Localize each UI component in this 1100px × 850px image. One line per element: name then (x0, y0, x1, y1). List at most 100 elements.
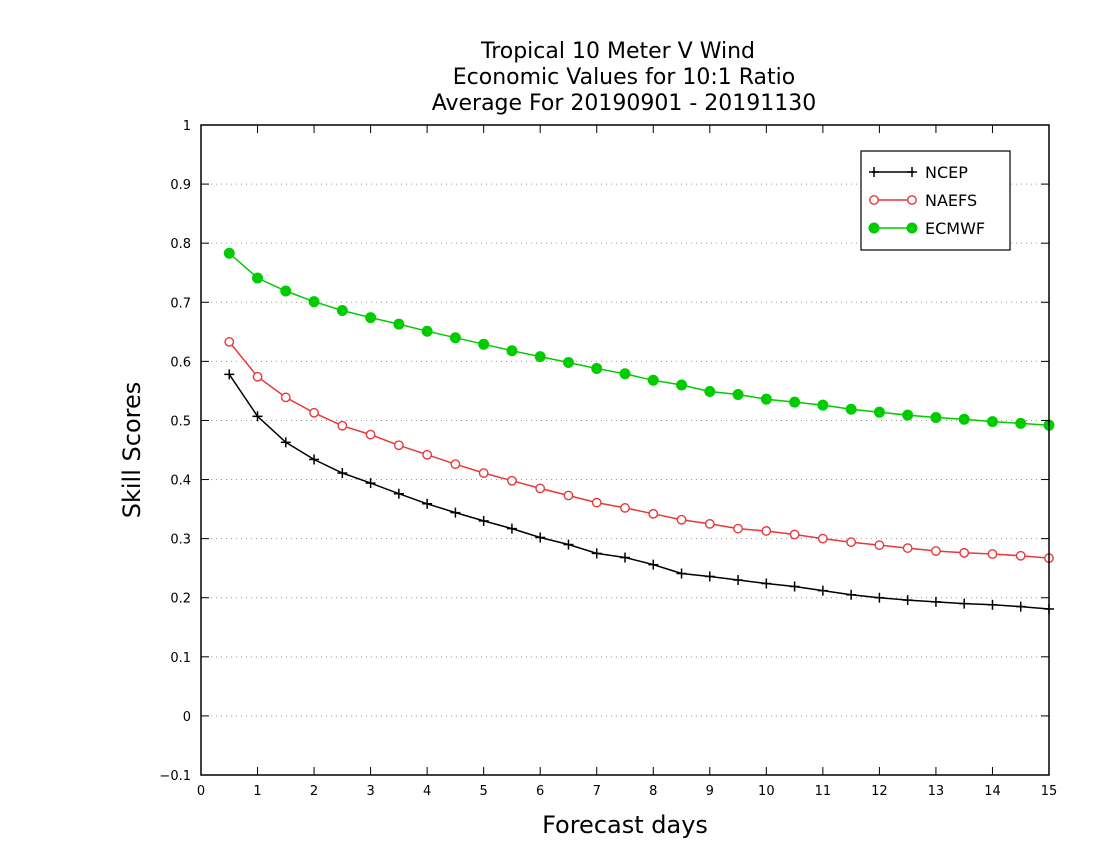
y-axis-label: Skill Scores (118, 382, 146, 519)
data-point-ncep (224, 369, 235, 380)
y-tick-label: 0.8 (170, 237, 191, 252)
x-tick-label: 0 (197, 784, 205, 799)
data-point-ecmwf (986, 416, 998, 428)
data-point-naefs (393, 440, 404, 451)
x-tick-label: 11 (815, 784, 832, 799)
x-tick-label: 7 (593, 784, 601, 799)
data-point-ncep (591, 548, 602, 559)
x-tick-label: 8 (649, 784, 657, 799)
data-point-naefs (224, 336, 235, 347)
y-tick-label: 0.1 (170, 651, 191, 666)
chart-title-line-2: Economic Values for 10:1 Ratio (453, 65, 795, 90)
data-point-ecmwf (845, 403, 857, 415)
series-naefs (224, 336, 1054, 564)
data-point-naefs (902, 543, 913, 553)
y-tick-label: 0 (183, 710, 191, 725)
data-point-naefs (535, 483, 546, 494)
data-point-ecmwf (591, 362, 603, 374)
data-point-naefs (591, 497, 602, 508)
data-point-naefs (478, 468, 489, 478)
data-point-ncep (676, 568, 687, 579)
x-tick-label: 15 (1041, 784, 1058, 799)
x-tick-label: 5 (480, 784, 488, 799)
x-tick-label: 12 (871, 784, 888, 799)
y-tick-label: −0.1 (159, 769, 191, 784)
legend-marker (907, 195, 917, 205)
chart-title-line-3: Average For 20190901 - 20191130 (432, 91, 817, 116)
data-point-ncep (309, 454, 320, 465)
data-point-ncep (478, 515, 489, 526)
x-tick-label: 10 (758, 784, 775, 799)
series-ecmwf (223, 247, 1055, 431)
data-point-ecmwf (393, 318, 405, 330)
data-point-ecmwf (760, 393, 772, 405)
x-tick-label: 6 (536, 784, 544, 799)
series-line-ncep (228, 373, 1050, 610)
legend-entry-ncep: NCEP (869, 163, 968, 182)
data-point-ncep (648, 559, 659, 570)
data-point-naefs (789, 529, 800, 540)
data-point-ncep (761, 578, 772, 589)
data-point-ncep (817, 585, 828, 596)
data-point-ncep (789, 581, 800, 592)
data-point-naefs (676, 514, 687, 525)
x-axis-label: Forecast days (542, 811, 708, 839)
legend-marker (907, 167, 917, 177)
data-point-naefs (874, 540, 885, 551)
y-tick-label: 0.6 (170, 355, 191, 370)
data-point-naefs (817, 533, 828, 544)
data-point-ecmwf (902, 409, 914, 421)
axes: −0.100.10.20.30.40.50.60.70.80.910 1 2 3 4 5 6… (159, 119, 1057, 799)
data-point-ecmwf (308, 296, 320, 308)
x-tick-label: 9 (706, 784, 714, 799)
data-point-naefs (1015, 550, 1026, 561)
data-series (223, 247, 1055, 614)
data-point-naefs (422, 449, 433, 460)
series-line-ecmwf (228, 252, 1050, 426)
data-point-ecmwf (619, 368, 631, 380)
data-point-naefs (648, 508, 659, 519)
data-point-ecmwf (252, 272, 264, 284)
data-point-ecmwf (930, 412, 942, 423)
legend: NCEP NAEFS ECMWF (860, 150, 1011, 251)
chart-title-line-1: Tropical 10 Meter V Wind (480, 39, 755, 64)
data-point-naefs (704, 518, 715, 529)
x-tick-label: 13 (928, 784, 945, 799)
data-point-ecmwf (506, 345, 518, 357)
x-tick-label: 2 (310, 784, 318, 799)
data-point-ecmwf (873, 406, 885, 418)
data-point-ncep (393, 488, 404, 499)
data-point-naefs (563, 490, 574, 501)
data-point-naefs (761, 526, 772, 536)
data-point-ecmwf (336, 305, 348, 317)
y-tick-label: 0.5 (170, 414, 191, 429)
series-line-naefs (228, 341, 1050, 559)
data-point-ncep (422, 498, 433, 509)
data-point-naefs (450, 459, 461, 470)
series-ncep (224, 369, 1054, 614)
data-point-naefs (365, 429, 376, 440)
data-point-ncep (563, 539, 574, 550)
data-point-naefs (252, 371, 263, 382)
plot-frame (200, 124, 1050, 776)
data-point-ecmwf (958, 413, 970, 425)
data-point-ncep (365, 478, 376, 489)
data-point-ncep (959, 598, 970, 609)
y-tick-label: 0.9 (170, 178, 191, 193)
data-point-ecmwf (676, 379, 688, 391)
data-point-ecmwf (449, 332, 461, 344)
data-point-ncep (930, 596, 941, 607)
legend-label: ECMWF (925, 219, 985, 238)
data-point-ecmwf (280, 285, 292, 297)
data-point-naefs (931, 546, 941, 556)
data-point-ecmwf (421, 325, 433, 337)
gridlines (201, 183, 1049, 717)
data-point-ecmwf (478, 338, 490, 350)
legend-marker (906, 222, 918, 234)
data-point-ncep (450, 507, 461, 518)
legend-marker (869, 167, 879, 177)
x-tick-label: 1 (253, 784, 261, 799)
legend-entry-naefs: NAEFS (869, 191, 977, 210)
data-point-naefs (959, 547, 970, 558)
